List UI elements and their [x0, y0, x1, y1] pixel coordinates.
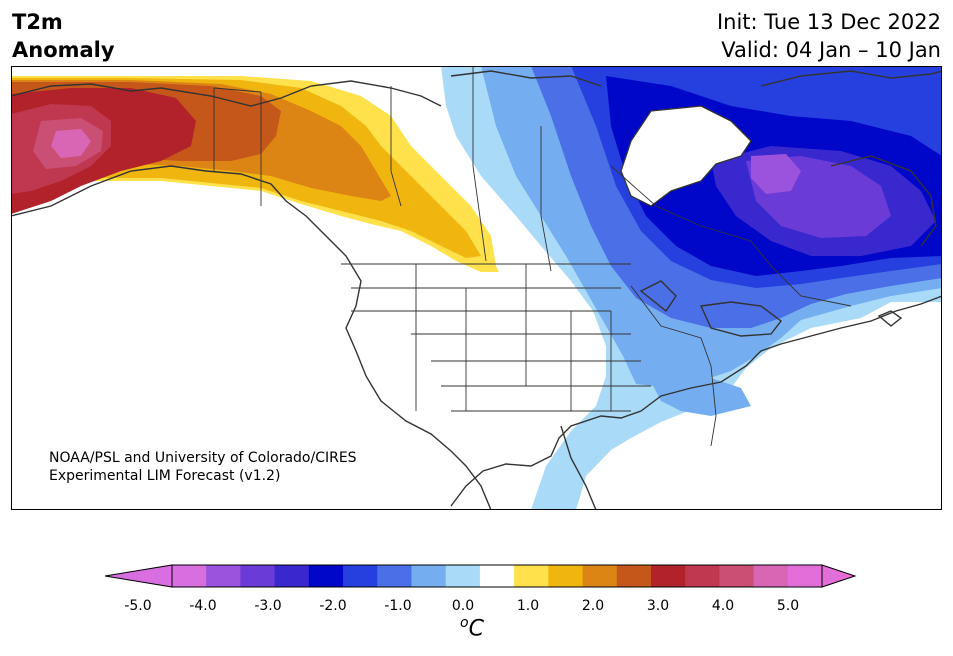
unit-base: C: [468, 616, 484, 642]
forecast-dates: Init: Tue 13 Dec 2022 Valid: 04 Jan – 10…: [717, 8, 941, 64]
colorbar-extend-high: [821, 564, 857, 588]
colorbar-tick-label: 0.0: [451, 598, 475, 614]
colorbar-swatch: [172, 565, 207, 587]
colorbar-swatch: [377, 565, 412, 587]
anomaly-map: [11, 66, 942, 510]
colorbar-tick-label: -2.0: [319, 598, 347, 614]
colorbar-extend-low: [104, 564, 173, 588]
credit-line-1: NOAA/PSL and University of Colorado/CIRE…: [49, 450, 357, 466]
colorbar-tick-label: 5.0: [776, 598, 800, 614]
map-title: T2m Anomaly: [12, 8, 115, 64]
credit-line-2: Experimental LIM Forecast (v1.2): [49, 468, 281, 484]
colorbar-tick-label: -3.0: [254, 598, 282, 614]
unit-label: oC: [460, 615, 484, 641]
cold-peak-inner: [751, 154, 801, 194]
colorbar-tick-label: -4.0: [189, 598, 217, 614]
colorbar-swatch: [548, 565, 584, 587]
colorbar-outline: [171, 564, 823, 588]
warm-peak-inner: [51, 129, 91, 158]
colorbar-swatch: [206, 565, 241, 587]
colorbar-swatch: [308, 565, 344, 587]
valid-period: Valid: 04 Jan – 10 Jan: [721, 38, 941, 62]
cold-band-medium-east: [651, 378, 751, 416]
colorbar-tick-label: 3.0: [646, 598, 670, 614]
colorbar-swatch: [411, 565, 447, 587]
colorbar-swatch: [787, 565, 823, 587]
colorbar-swatch: [343, 565, 378, 587]
colorbar-swatch: [445, 565, 481, 587]
colorbar: [104, 564, 857, 588]
map-frame: [11, 66, 942, 510]
colorbar-tick-label: 2.0: [581, 598, 605, 614]
data-credit: NOAA/PSL and University of Colorado/CIRE…: [49, 449, 357, 485]
init-date: Init: Tue 13 Dec 2022: [716, 10, 941, 34]
colorbar-swatch: [685, 565, 720, 587]
hudson-bay: [620, 105, 752, 207]
colorbar-tick-label: -5.0: [124, 598, 152, 614]
title-variable: T2m: [12, 10, 63, 34]
title-quantity: Anomaly: [12, 38, 115, 62]
colorbar-swatch: [274, 565, 310, 587]
unit-superscript: o: [460, 615, 469, 631]
colorbar-swatch: [616, 565, 652, 587]
colorbar-swatch: [514, 565, 549, 587]
colorbar-tick-label: 4.0: [711, 598, 735, 614]
colorbar-swatch: [582, 565, 618, 587]
colorbar-swatch: [753, 565, 789, 587]
colorbar-swatch: [719, 565, 755, 587]
political-borders: [213, 66, 852, 447]
colorbar-swatch: [650, 565, 686, 587]
colorbar-swatch: [240, 565, 276, 587]
colorbar-tick-label: -1.0: [384, 598, 412, 614]
colorbar-swatch: [479, 565, 515, 587]
colorbar-tick-label: 1.0: [516, 598, 540, 614]
